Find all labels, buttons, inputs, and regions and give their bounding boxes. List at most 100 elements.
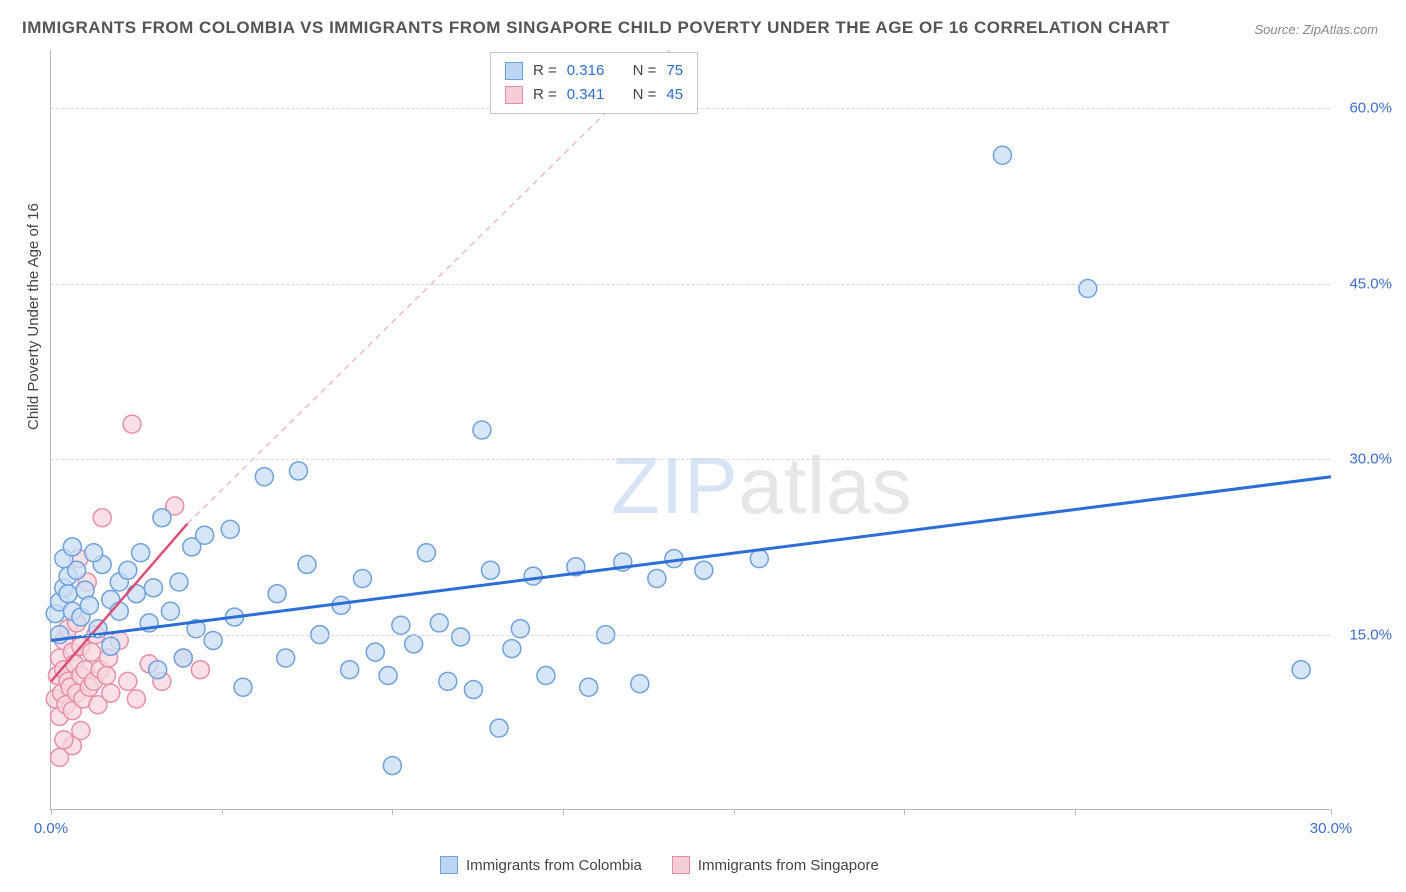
r-value-singapore: 0.341 (567, 83, 605, 107)
n-label: N = (633, 83, 657, 107)
scatter-point (119, 561, 137, 579)
y-tick-label: 30.0% (1349, 451, 1392, 468)
scatter-point (174, 649, 192, 667)
scatter-point (1292, 661, 1310, 679)
scatter-point (102, 637, 120, 655)
y-axis-label: Child Poverty Under the Age of 16 (25, 203, 42, 430)
scatter-point (341, 661, 359, 679)
scatter-point (464, 681, 482, 699)
n-value-singapore: 45 (666, 83, 683, 107)
x-tick (392, 809, 393, 815)
scatter-point (149, 661, 167, 679)
chart-plot-area: ZIPatlas 0.0%30.0% (50, 50, 1330, 810)
scatter-point (97, 667, 115, 685)
r-label: R = (533, 59, 557, 83)
n-value-colombia: 75 (666, 59, 683, 83)
scatter-point (234, 678, 252, 696)
swatch-colombia (505, 62, 523, 80)
x-tick-label: 30.0% (1310, 820, 1353, 837)
scatter-point (191, 661, 209, 679)
scatter-point (481, 561, 499, 579)
scatter-point (537, 667, 555, 685)
scatter-point (993, 146, 1011, 164)
gridline (51, 459, 1330, 460)
legend-label-singapore: Immigrants from Singapore (698, 857, 879, 874)
scatter-point (59, 585, 77, 603)
x-tick (563, 809, 564, 815)
swatch-colombia (440, 856, 458, 874)
scatter-point (417, 544, 435, 562)
scatter-point (63, 538, 81, 556)
scatter-point (85, 544, 103, 562)
scatter-point (366, 643, 384, 661)
legend-label-colombia: Immigrants from Colombia (466, 857, 642, 874)
y-tick-label: 45.0% (1349, 275, 1392, 292)
stats-row-singapore: R = 0.341 N = 45 (505, 83, 683, 107)
scatter-point (580, 678, 598, 696)
scatter-point (161, 602, 179, 620)
scatter-point (93, 509, 111, 527)
scatter-point (298, 555, 316, 573)
stats-legend: R = 0.316 N = 75 R = 0.341 N = 45 (490, 52, 698, 114)
scatter-point (1079, 280, 1097, 298)
scatter-point (102, 684, 120, 702)
x-tick (734, 809, 735, 815)
scatter-point (127, 585, 145, 603)
scatter-point (379, 667, 397, 685)
scatter-point (383, 757, 401, 775)
scatter-point (83, 643, 101, 661)
scatter-point (221, 520, 239, 538)
scatter-point (277, 649, 295, 667)
scatter-point (490, 719, 508, 737)
scatter-point (452, 628, 470, 646)
series-legend: Immigrants from Colombia Immigrants from… (440, 856, 879, 874)
scatter-point (72, 721, 90, 739)
chart-title: IMMIGRANTS FROM COLOMBIA VS IMMIGRANTS F… (22, 18, 1170, 38)
r-value-colombia: 0.316 (567, 59, 605, 83)
scatter-point (170, 573, 188, 591)
scatter-point (631, 675, 649, 693)
legend-item-colombia: Immigrants from Colombia (440, 856, 642, 874)
scatter-point (750, 550, 768, 568)
scatter-point (196, 526, 214, 544)
gridline (51, 284, 1330, 285)
y-tick-label: 60.0% (1349, 100, 1392, 117)
x-tick (1075, 809, 1076, 815)
scatter-point (144, 579, 162, 597)
scatter-point (289, 462, 307, 480)
n-label: N = (633, 59, 657, 83)
source-attribution: Source: ZipAtlas.com (1254, 22, 1378, 37)
trend-line (51, 477, 1331, 641)
scatter-point (353, 569, 371, 587)
scatter-point (473, 421, 491, 439)
scatter-point (55, 731, 73, 749)
scatter-point (255, 468, 273, 486)
trend-line (188, 50, 670, 524)
swatch-singapore (505, 86, 523, 104)
scatter-point (405, 635, 423, 653)
scatter-point (392, 616, 410, 634)
x-tick (1331, 809, 1332, 815)
y-tick-label: 15.0% (1349, 626, 1392, 643)
scatter-point (695, 561, 713, 579)
scatter-point (123, 415, 141, 433)
swatch-singapore (672, 856, 690, 874)
scatter-point (80, 596, 98, 614)
scatter-point (439, 672, 457, 690)
scatter-point (524, 567, 542, 585)
scatter-point (503, 640, 521, 658)
x-tick (222, 809, 223, 815)
stats-row-colombia: R = 0.316 N = 75 (505, 59, 683, 83)
legend-item-singapore: Immigrants from Singapore (672, 856, 879, 874)
scatter-point (127, 690, 145, 708)
gridline (51, 635, 1330, 636)
scatter-point (268, 585, 286, 603)
scatter-point (132, 544, 150, 562)
scatter-point (153, 509, 171, 527)
x-tick (904, 809, 905, 815)
scatter-point (119, 672, 137, 690)
scatter-point (648, 569, 666, 587)
x-tick-label: 0.0% (34, 820, 68, 837)
scatter-svg (51, 50, 1330, 809)
r-label: R = (533, 83, 557, 107)
